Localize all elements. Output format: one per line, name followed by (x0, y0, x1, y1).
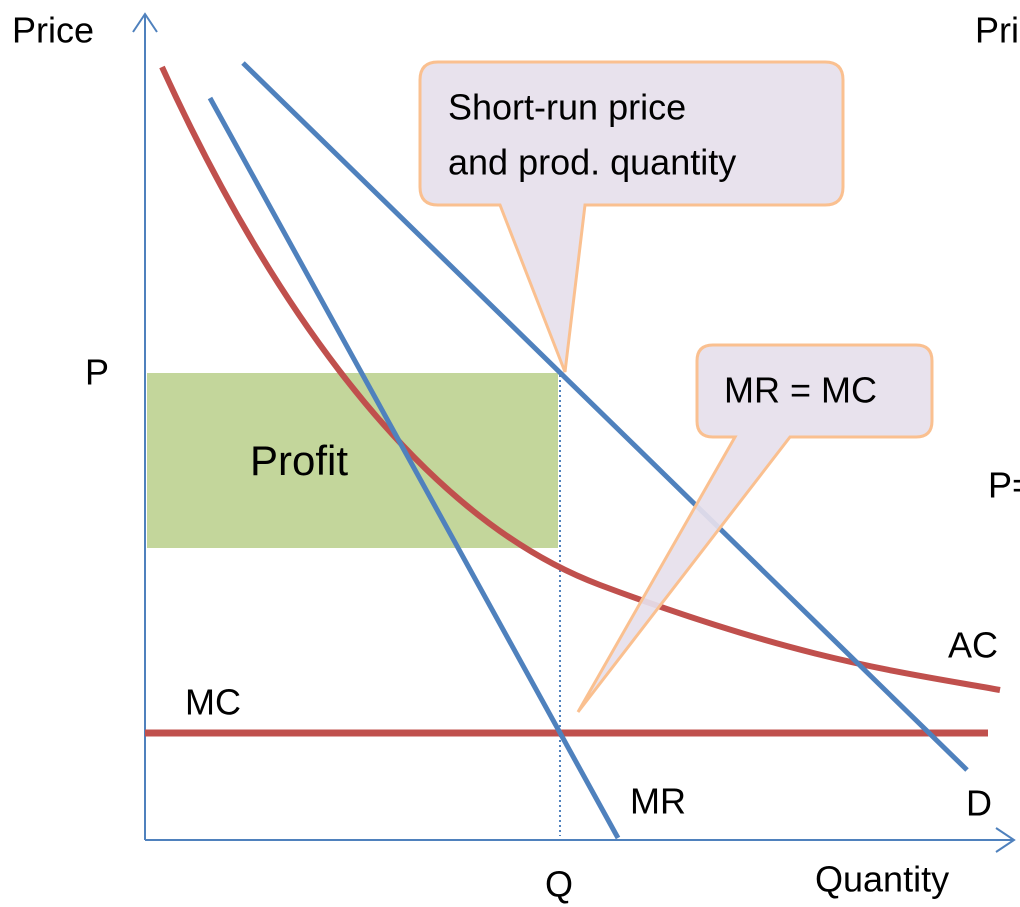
mr-label: MR (630, 781, 686, 822)
x-axis-label: Quantity (815, 859, 949, 900)
ac-label: AC (948, 625, 998, 666)
callout-short-run (418, 60, 845, 373)
callout-text: and prod. quantity (448, 142, 736, 183)
profit-label: Profit (250, 437, 348, 484)
mr-line (207, 96, 621, 840)
callout-text: Short-run price (448, 87, 686, 128)
callout-text: MR = MC (724, 370, 877, 411)
y-axis-label: Price (12, 10, 94, 51)
price-mark: P (85, 352, 109, 393)
demand-label: D (966, 783, 992, 824)
cropped-text: Pri (975, 10, 1019, 51)
profit-area (147, 373, 558, 548)
x-arrow (995, 827, 1016, 853)
demand-line (241, 61, 969, 772)
cropped-text: P= (988, 465, 1020, 506)
ac-curve (159, 65, 1001, 693)
callout-mr-mc (576, 343, 934, 713)
mc-label: MC (185, 682, 241, 723)
axes (132, 12, 1016, 853)
y-arrow (132, 12, 158, 33)
quantity-mark: Q (545, 864, 573, 905)
